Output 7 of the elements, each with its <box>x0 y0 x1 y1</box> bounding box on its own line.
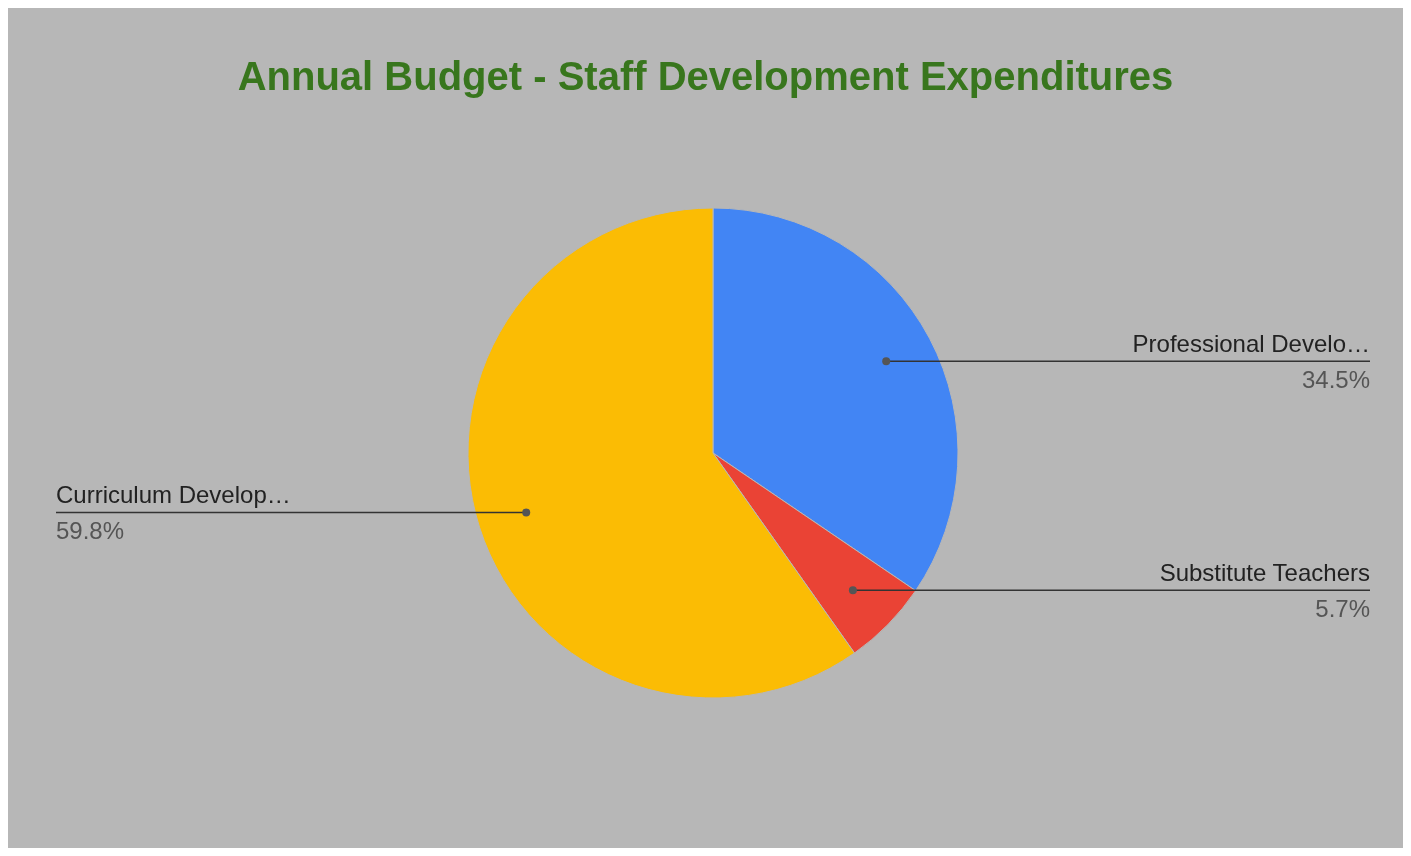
slice-label: Substitute Teachers <box>1159 559 1370 587</box>
chart-title: Annual Budget - Staff Development Expenditures <box>237 54 1174 98</box>
slice-label: Professional Develo… <box>1132 330 1370 358</box>
data-label: 59.8% <box>56 517 125 545</box>
slice-label: Curriculum Develop… <box>56 481 291 509</box>
data-label: 34.5% <box>1301 366 1370 394</box>
data-label: 5.7% <box>1315 595 1370 623</box>
